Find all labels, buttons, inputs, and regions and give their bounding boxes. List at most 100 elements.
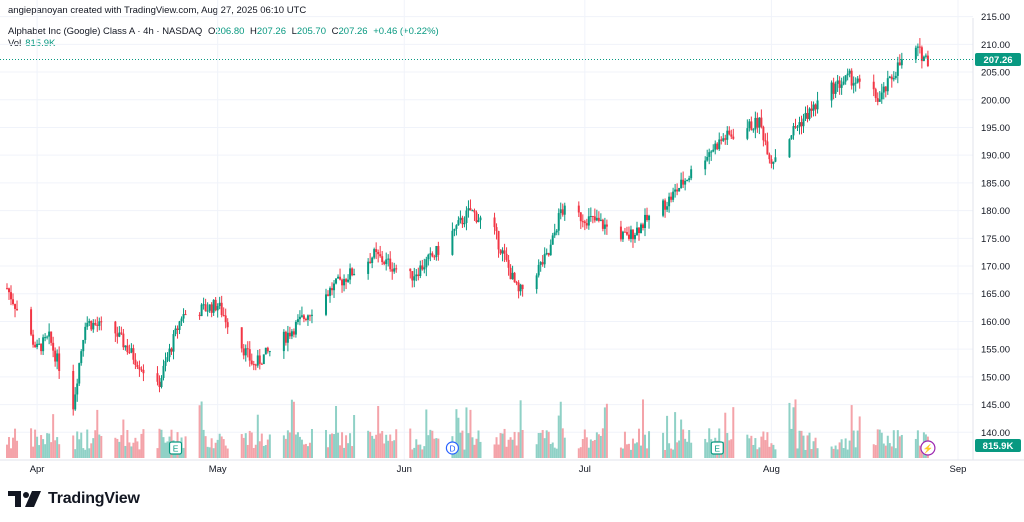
candle-body bbox=[603, 224, 606, 229]
volume-bar bbox=[676, 442, 679, 458]
time-tick-label: May bbox=[209, 464, 227, 475]
candle-body bbox=[437, 246, 440, 255]
volume-bar bbox=[395, 429, 398, 458]
event-markers[interactable]: E D E ⚡ bbox=[168, 440, 936, 456]
candle-body bbox=[48, 331, 51, 337]
volume-bar bbox=[768, 446, 771, 458]
volume-bar bbox=[80, 432, 83, 458]
candlesticks[interactable] bbox=[6, 38, 929, 416]
candle-body bbox=[288, 332, 291, 337]
volume-bar bbox=[832, 448, 835, 458]
symbol-name[interactable]: Alphabet Inc (Google) Class A · 4h · NAS… bbox=[8, 26, 203, 37]
candle-body bbox=[164, 361, 167, 366]
candle-body bbox=[156, 373, 159, 382]
volume-bar bbox=[726, 433, 729, 458]
volume-bar bbox=[16, 440, 19, 458]
volume-bar bbox=[730, 439, 733, 458]
candle-body bbox=[42, 337, 45, 352]
volume-bar bbox=[198, 405, 201, 458]
earnings-marker[interactable]: E bbox=[710, 441, 724, 455]
low-label: L bbox=[291, 26, 297, 37]
candle-body bbox=[306, 315, 309, 320]
time-tick-label: Jul bbox=[579, 464, 591, 475]
volume-bar bbox=[750, 435, 753, 458]
volume-tag-text: 815.9K bbox=[983, 441, 1014, 452]
candle-body bbox=[433, 256, 436, 258]
price-tick-label: 165.00 bbox=[981, 289, 1010, 300]
candle-body bbox=[415, 274, 418, 277]
candle-body bbox=[435, 246, 438, 258]
split-marker[interactable]: ⚡ bbox=[920, 440, 936, 456]
candle-body bbox=[676, 189, 679, 192]
candle-body bbox=[593, 216, 596, 221]
candle-body bbox=[266, 347, 269, 352]
candle-body bbox=[170, 348, 173, 352]
candle-body bbox=[377, 251, 380, 255]
candle-body bbox=[509, 267, 512, 280]
volume-bar bbox=[306, 446, 309, 458]
volume-bar bbox=[898, 436, 901, 458]
price-tick-label: 155.00 bbox=[981, 345, 1010, 356]
volume-bar bbox=[888, 443, 891, 458]
volume-bar bbox=[834, 445, 837, 458]
volume-bar bbox=[431, 430, 434, 458]
volume-bar bbox=[515, 445, 518, 458]
candle-body bbox=[114, 321, 117, 334]
candle-body bbox=[892, 78, 895, 80]
volume-bar bbox=[310, 429, 313, 458]
candle-body bbox=[286, 332, 289, 343]
price-axis[interactable]: 140.00 145.00 150.00 155.00 160.00 165.00 170.… bbox=[981, 12, 1010, 439]
volume-bar bbox=[12, 437, 15, 458]
candle-body bbox=[52, 342, 55, 351]
time-axis[interactable]: Apr May Jun Jul Aug Sep bbox=[30, 464, 967, 475]
candle-body bbox=[551, 235, 554, 245]
price-tick-label: 180.00 bbox=[981, 206, 1010, 217]
candle-body bbox=[427, 254, 430, 260]
candle-body bbox=[704, 160, 707, 170]
volume-bar bbox=[637, 428, 640, 458]
open-label: O bbox=[207, 26, 216, 37]
volume-bar bbox=[549, 444, 552, 458]
candle-body bbox=[770, 159, 773, 164]
dividend-marker[interactable]: D bbox=[445, 441, 460, 455]
volume-bar bbox=[894, 448, 897, 458]
candle-body bbox=[353, 273, 356, 276]
candle-body bbox=[896, 62, 899, 76]
candle-body bbox=[846, 73, 849, 76]
volume-bar bbox=[509, 437, 512, 458]
candle-body bbox=[393, 268, 396, 272]
volume-bar bbox=[377, 405, 380, 458]
candle-body bbox=[832, 82, 835, 94]
volume-bar bbox=[427, 435, 430, 458]
volume-bar bbox=[300, 439, 303, 458]
candle-body bbox=[409, 268, 412, 272]
candle-body bbox=[642, 224, 645, 228]
volume-bar bbox=[48, 433, 51, 458]
candle-body bbox=[268, 351, 271, 353]
tradingview-logo[interactable]: TradingView bbox=[8, 490, 140, 508]
candle-body bbox=[298, 316, 301, 320]
candle-body bbox=[92, 323, 95, 330]
volume-bar bbox=[668, 443, 671, 458]
volume-bar bbox=[880, 432, 883, 458]
candle-body bbox=[184, 314, 187, 316]
volume-bar bbox=[120, 435, 123, 458]
candle-body bbox=[914, 47, 917, 60]
candle-body bbox=[876, 98, 879, 102]
volume-bar bbox=[517, 432, 520, 458]
candle-body bbox=[627, 234, 630, 239]
earnings-marker[interactable]: E bbox=[168, 441, 183, 455]
candle-body bbox=[720, 139, 723, 141]
candle-body bbox=[76, 383, 79, 395]
candle-body bbox=[493, 217, 496, 228]
volume-bar bbox=[724, 412, 727, 458]
volume-bar bbox=[553, 447, 556, 458]
volume-bar bbox=[475, 438, 478, 458]
candle-body bbox=[158, 381, 161, 388]
candle-body bbox=[768, 154, 771, 160]
candle-body bbox=[210, 304, 213, 313]
candle-body bbox=[605, 224, 608, 227]
volume-bar bbox=[130, 446, 133, 458]
volume-bar bbox=[563, 437, 566, 458]
